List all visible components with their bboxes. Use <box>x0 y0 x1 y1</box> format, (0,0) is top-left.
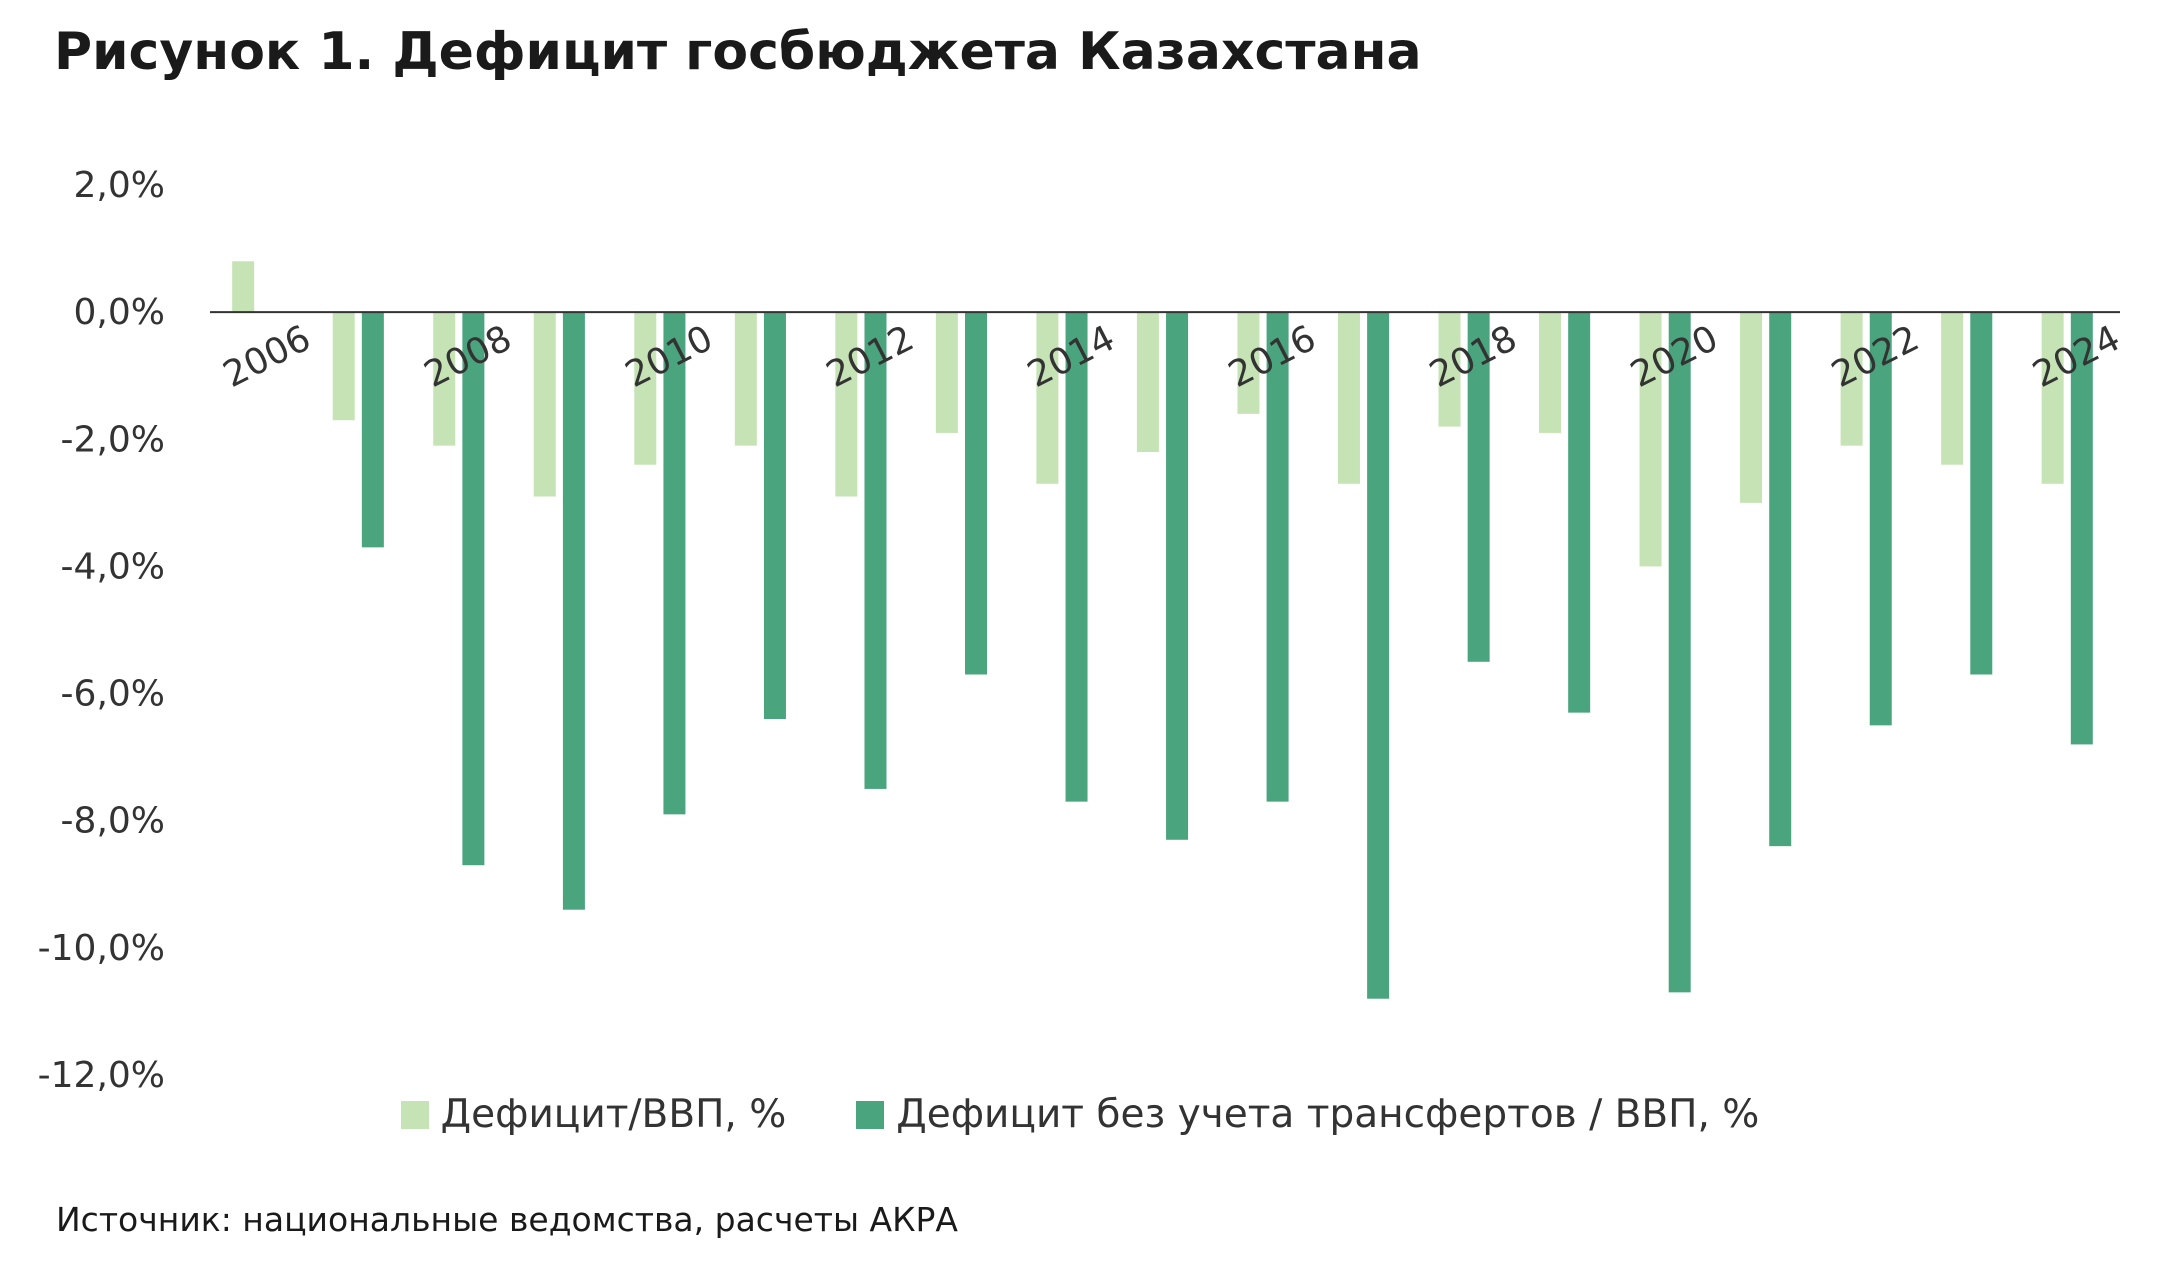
legend-label-deficit: Дефицит/ВВП, % <box>440 1092 787 1137</box>
chart-title: Рисунок 1. Дефицит госбюджета Казахстана <box>54 22 1422 82</box>
y-tick-label: -8,0% <box>61 801 165 842</box>
y-tick-label: -10,0% <box>38 928 165 969</box>
y-tick-label: 0,0% <box>74 292 165 333</box>
bar-deficit-no-transfers-2017 <box>1367 312 1390 999</box>
bar-deficit-no-transfers-2018 <box>1467 312 1490 662</box>
bar-deficit-2023 <box>1941 312 1964 465</box>
bar-deficit-2006 <box>232 261 255 313</box>
bar-deficit-no-transfers-2010 <box>663 312 686 815</box>
legend-swatch-light <box>400 1100 429 1129</box>
bar-deficit-no-transfers-2024 <box>2070 312 2093 745</box>
y-tick-label: 2,0% <box>74 165 165 206</box>
y-axis-ticks: 2,0% 0,0% -2,0% -4,0% -6,0% -8,0% -10,0% -12,0% <box>38 165 165 1096</box>
bar-deficit-2014 <box>1036 312 1059 484</box>
bar-deficit-2019 <box>1539 312 1562 433</box>
bar-deficit-2016 <box>1237 312 1260 414</box>
bar-deficit-no-transfers-2023 <box>1970 312 1993 675</box>
bar-deficit-no-transfers-2014 <box>1065 312 1088 802</box>
y-tick-label: -2,0% <box>61 419 165 460</box>
bar-deficit-2021 <box>1740 312 1763 503</box>
bar-deficit-2008 <box>433 312 456 446</box>
bar-deficit-no-transfers-2011 <box>763 312 786 719</box>
bar-deficit-2007 <box>332 312 355 421</box>
bar-deficit-no-transfers-2020 <box>1668 312 1691 993</box>
bars-group <box>232 261 2093 999</box>
bar-deficit-2012 <box>835 312 858 497</box>
bar-deficit-2020 <box>1639 312 1662 567</box>
legend-item-deficit: Дефицит/ВВП, % <box>400 1092 787 1137</box>
bar-deficit-no-transfers-2009 <box>562 312 585 910</box>
legend: Дефицит/ВВП, % Дефицит без учета трансфе… <box>0 1092 2160 1137</box>
bar-deficit-2009 <box>533 312 556 497</box>
bar-deficit-no-transfers-2012 <box>864 312 887 789</box>
bar-deficit-no-transfers-2015 <box>1166 312 1189 840</box>
bar-deficit-no-transfers-2008 <box>462 312 485 866</box>
bar-deficit-2010 <box>634 312 657 465</box>
bar-deficit-no-transfers-2022 <box>1869 312 1892 726</box>
y-tick-label: -12,0% <box>38 1055 165 1096</box>
bar-deficit-no-transfers-2007 <box>361 312 384 548</box>
source-note: Источник: национальные ведомства, расчет… <box>56 1200 958 1239</box>
bar-deficit-no-transfers-2021 <box>1769 312 1792 847</box>
y-tick-label: -4,0% <box>61 546 165 587</box>
bar-deficit-no-transfers-2019 <box>1568 312 1591 713</box>
x-tick-label: 2006 <box>217 318 317 396</box>
bar-deficit-no-transfers-2013 <box>965 312 988 675</box>
legend-item-deficit-no-transfers: Дефицит без учета трансфертов / ВВП, % <box>856 1092 1759 1137</box>
y-tick-label: -6,0% <box>61 674 165 715</box>
bar-deficit-2024 <box>2041 312 2064 484</box>
bar-deficit-2013 <box>935 312 958 433</box>
bar-deficit-2022 <box>1840 312 1863 446</box>
legend-swatch-dark <box>856 1100 885 1129</box>
bar-deficit-no-transfers-2016 <box>1266 312 1289 802</box>
bar-deficit-2015 <box>1136 312 1159 452</box>
legend-label-deficit-no-transfers: Дефицит без учета трансфертов / ВВП, % <box>896 1092 1760 1137</box>
bar-deficit-2017 <box>1337 312 1360 484</box>
bar-deficit-2018 <box>1438 312 1461 427</box>
bar-deficit-2011 <box>734 312 757 446</box>
